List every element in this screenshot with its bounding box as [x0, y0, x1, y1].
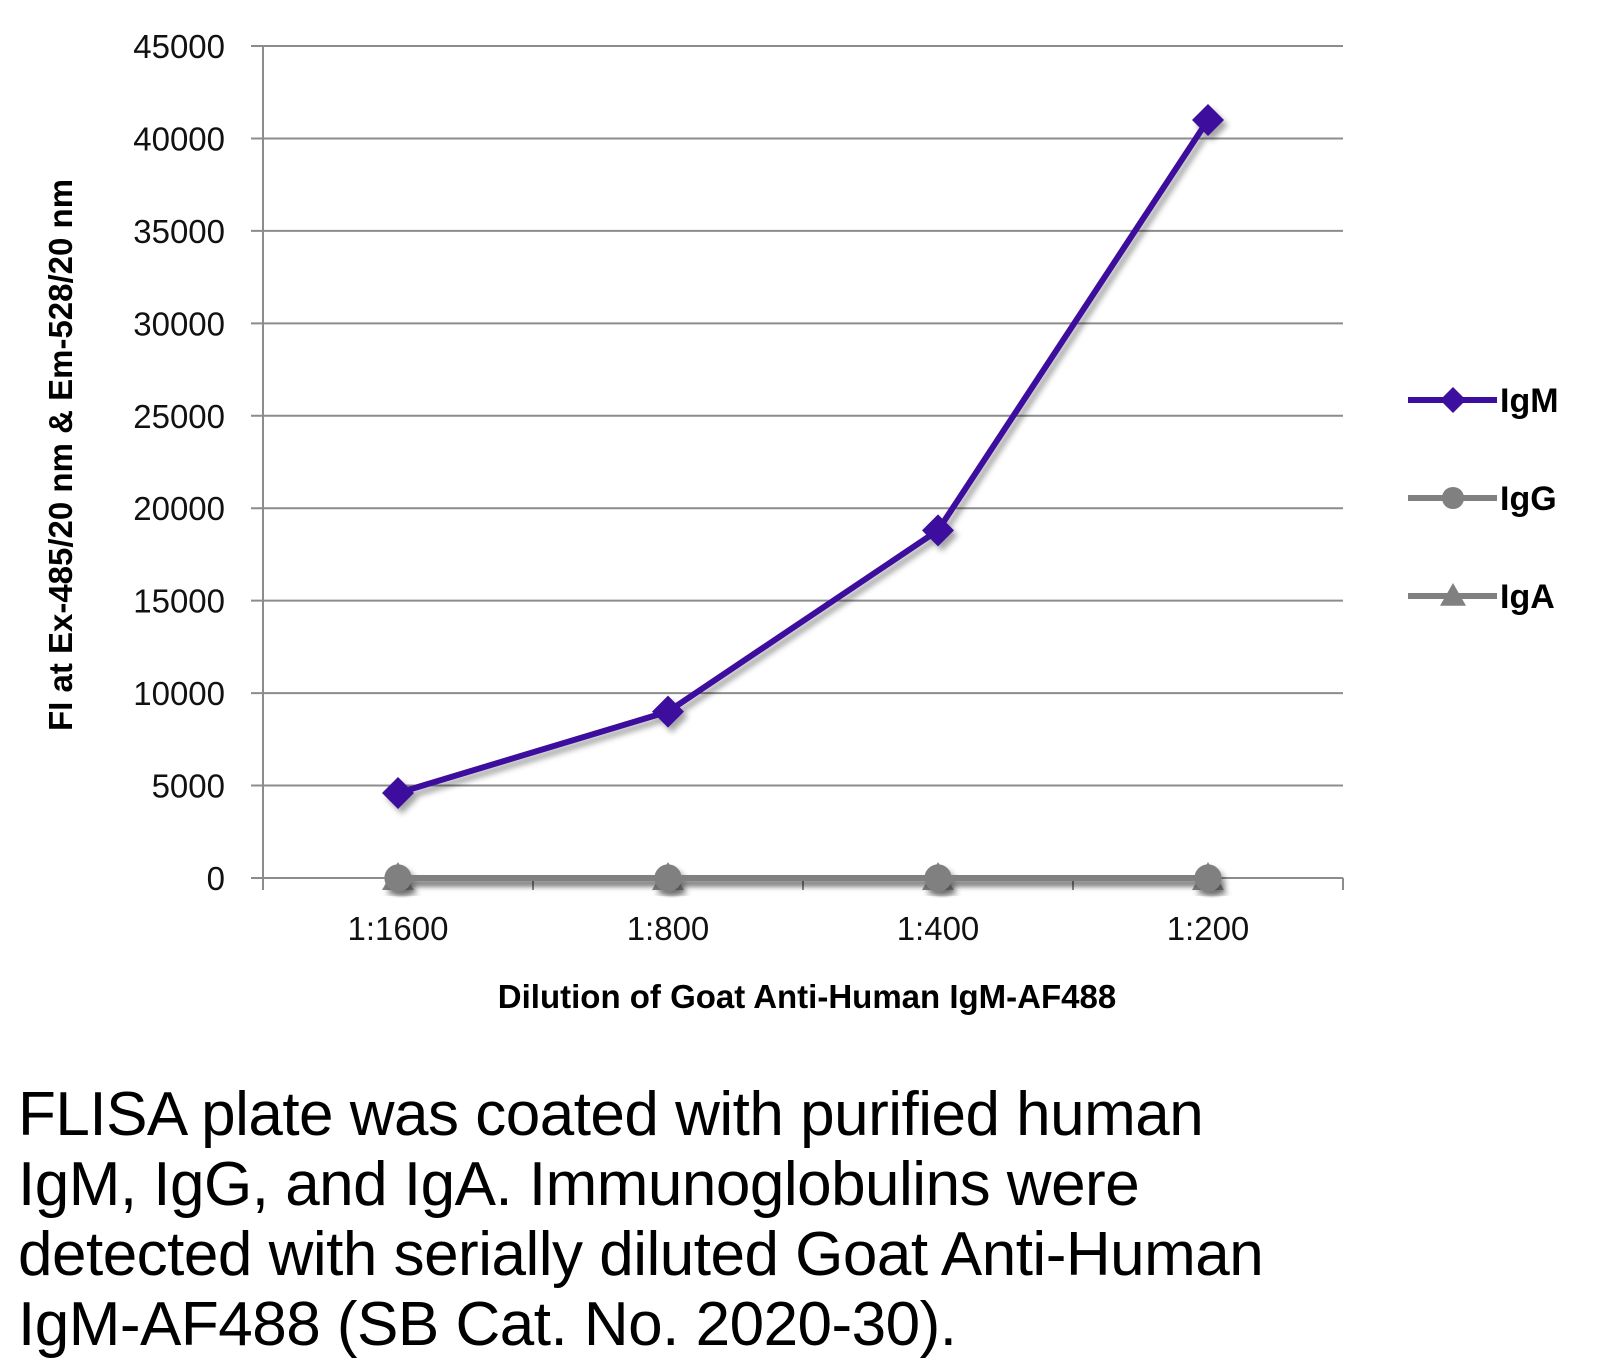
y-tick-label: 35000	[133, 213, 225, 250]
data-point-diamond	[922, 514, 954, 547]
legend-item-igg: IgG	[1408, 480, 1557, 518]
series-group	[382, 103, 1224, 892]
figure-caption: FLISA plate was coated with purified hum…	[18, 1080, 1264, 1359]
legend: IgM IgG IgA	[1408, 382, 1559, 616]
y-tick-label: 5000	[152, 768, 225, 805]
series-line	[397, 118, 1211, 796]
data-point-diamond	[1440, 387, 1466, 413]
y-axis-ticks: 0 5000 10000 15000 20000 25000 30000 35000 40000…	[133, 28, 225, 897]
x-tick-label: 1:200	[1167, 910, 1250, 947]
y-axis-label: FI at Ex-485/20 nm & Em-528/20 nm	[42, 179, 79, 731]
data-point-circle	[1194, 864, 1222, 892]
y-tick-label: 45000	[133, 28, 225, 65]
series-igm	[382, 103, 1224, 809]
legend-item-iga: IgA	[1408, 578, 1555, 616]
data-point-circle	[1441, 486, 1465, 510]
data-point-circle	[384, 864, 412, 892]
y-tick-label: 0	[207, 860, 225, 897]
data-point-diamond	[1192, 103, 1224, 136]
y-tick-label: 40000	[133, 120, 225, 157]
y-tick-label: 20000	[133, 490, 225, 527]
data-point-circle	[654, 864, 682, 892]
y-tick-label: 10000	[133, 675, 225, 712]
x-tick-label: 1:400	[897, 910, 980, 947]
gridlines	[251, 45, 1344, 890]
x-tick-label: 1:1600	[348, 910, 449, 947]
x-tick-label: 1:800	[627, 910, 710, 947]
data-point-circle	[924, 864, 952, 892]
y-tick-label: 25000	[133, 398, 225, 435]
legend-label: IgM	[1500, 382, 1559, 420]
y-tick-label: 30000	[133, 305, 225, 342]
legend-item-igm: IgM	[1408, 382, 1559, 420]
data-point-diamond	[382, 776, 414, 809]
legend-label: IgG	[1500, 480, 1557, 518]
x-axis-ticks: 1:1600 1:800 1:400 1:200	[348, 910, 1250, 947]
series-igg	[384, 864, 1222, 892]
y-tick-label: 15000	[133, 583, 225, 620]
x-axis-label: Dilution of Goat Anti-Human IgM-AF488	[498, 978, 1116, 1015]
legend-label: IgA	[1500, 578, 1555, 616]
data-point-diamond	[652, 695, 684, 728]
data-point-triangle	[1440, 583, 1466, 606]
